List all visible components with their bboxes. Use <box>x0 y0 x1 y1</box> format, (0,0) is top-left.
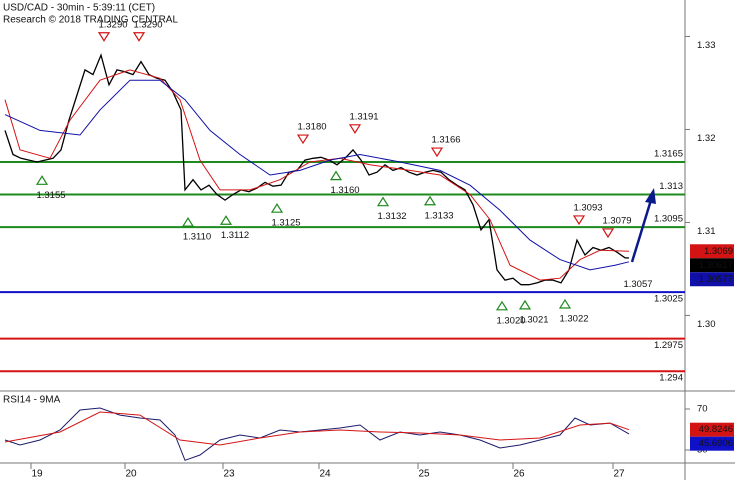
pivot-high-marker <box>97 32 111 42</box>
pivot-low-marker <box>329 170 343 181</box>
pivot-low-marker <box>219 215 233 225</box>
level-label: 1.3095 <box>654 214 683 225</box>
pivot-high-marker <box>132 32 146 42</box>
last-value-label: 1.3069 <box>704 246 733 257</box>
x-tick-label: 25 <box>418 469 430 480</box>
arrow-head <box>645 188 656 204</box>
pivot-label: 1.3021 <box>519 314 548 325</box>
pivot-label: 1.3110 <box>183 232 211 243</box>
pivot-label: 1.3093 <box>573 202 602 213</box>
pivot-label: 1.3112 <box>221 230 249 241</box>
rsi-title: RSI14 - 9MA <box>3 395 61 406</box>
y-tick-label: 1.33 <box>697 40 716 51</box>
pivot-label: 1.3155 <box>36 190 65 201</box>
pivot-low-marker <box>376 196 390 207</box>
series-line <box>4 69 630 281</box>
arrow-shaft <box>630 199 653 263</box>
level-label: 1.2975 <box>654 340 683 351</box>
chart-title: USD/CAD - 30min - 5:39:11 (CET) <box>3 3 155 14</box>
pivot-label: 1.3166 <box>431 135 460 146</box>
level-label: 1.3025 <box>654 294 683 305</box>
y-tick-label: 1.31 <box>697 226 716 237</box>
pivot-low-marker <box>518 299 532 310</box>
series-line <box>4 53 630 286</box>
pivot-label: 1.3125 <box>271 218 300 229</box>
x-tick-label: 26 <box>513 469 525 480</box>
level-label: 1.3165 <box>654 149 683 160</box>
last-value-tag <box>690 436 734 451</box>
annotation-label: 1.3057 <box>623 279 652 290</box>
pivot-label: 1.3022 <box>559 313 588 324</box>
pivot-label: 1.3132 <box>377 211 406 222</box>
pivot-low-marker <box>270 203 284 213</box>
last-value-label: 49.8246 <box>699 424 733 435</box>
pivot-label: 1.3290 <box>98 19 127 30</box>
pivot-high-marker <box>430 147 444 158</box>
chart-subtitle: Research © 2018 TRADING CENTRAL <box>3 15 178 26</box>
x-tick-label: 23 <box>223 469 235 480</box>
pivot-low-marker <box>181 217 195 227</box>
y-tick-label: 1.30 <box>697 319 716 330</box>
pivot-label: 1.3020 <box>496 315 525 326</box>
pivot-high-marker <box>572 215 586 226</box>
pivot-low-marker <box>558 298 572 309</box>
series-line <box>4 411 630 446</box>
x-tick-label: 19 <box>31 469 43 480</box>
pivot-low-marker <box>423 195 437 206</box>
pivot-low-marker <box>495 300 509 311</box>
pivot-label: 1.3290 <box>133 19 162 30</box>
x-tick-label: 27 <box>613 469 625 480</box>
pivot-label: 1.3079 <box>602 215 631 226</box>
last-value-tag <box>690 244 734 259</box>
pivot-high-marker <box>348 124 362 134</box>
pivot-high-marker <box>296 134 310 145</box>
level-label: 1.294 <box>659 373 683 384</box>
y-tick-label: 1.32 <box>697 133 716 144</box>
pivot-label: 1.3160 <box>330 185 359 196</box>
last-value-label: 45.6906 <box>699 438 733 449</box>
pivot-high-marker <box>601 228 615 239</box>
last-value-tag <box>690 422 734 437</box>
x-tick-label: 24 <box>319 469 331 480</box>
pivot-low-marker <box>35 175 49 185</box>
level-label: 1.313 <box>659 181 683 192</box>
last-value-tag <box>690 258 734 273</box>
x-tick-label: 20 <box>125 469 137 480</box>
series-line <box>4 79 630 271</box>
pivot-label: 1.3180 <box>297 122 326 133</box>
last-value-label: 1.30617 <box>699 260 733 271</box>
forecast-arrow <box>630 188 656 263</box>
last-value-label: 1.30577 <box>699 274 733 285</box>
pivot-label: 1.3133 <box>424 210 453 221</box>
pivot-label: 1.3191 <box>349 111 378 122</box>
last-value-tag <box>690 272 734 287</box>
y-tick-label: 70 <box>697 404 708 415</box>
